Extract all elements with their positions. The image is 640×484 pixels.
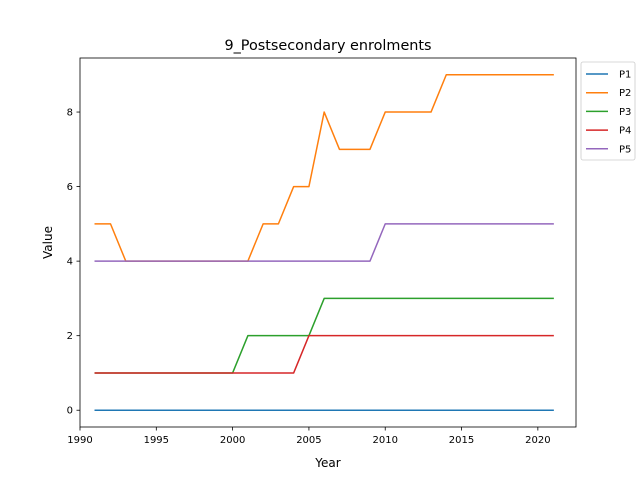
- series-line-p2: [94, 74, 554, 262]
- x-tick-label: 1990: [67, 435, 92, 446]
- x-axis: 1990 1995 2000 2005 2010 2015 2020: [67, 427, 551, 446]
- x-tick-label: 1995: [144, 435, 169, 446]
- x-tick-label: 2020: [525, 435, 550, 446]
- chart-title: 9_Postsecondary enrolments: [224, 38, 431, 54]
- y-tick-label: 2: [67, 331, 73, 342]
- legend-label-p3: P3: [619, 107, 631, 118]
- y-axis: 0 2 4 6 8: [67, 108, 80, 417]
- legend-label-p2: P2: [619, 88, 631, 99]
- x-tick-label: 2010: [373, 435, 398, 446]
- x-axis-label: Year: [314, 456, 340, 470]
- legend: P1 P2 P3 P4 P5: [580, 61, 636, 161]
- series-line-p5: [94, 223, 554, 262]
- axes-frame: [79, 57, 577, 428]
- legend-label-p5: P5: [619, 144, 631, 155]
- y-tick-label: 4: [67, 257, 73, 268]
- plot-area: [94, 74, 554, 411]
- x-tick-label: 2000: [220, 435, 245, 446]
- x-tick-label: 2015: [449, 435, 474, 446]
- x-tick-label: 2005: [296, 435, 321, 446]
- y-tick-label: 0: [67, 406, 73, 417]
- legend-label-p4: P4: [619, 126, 631, 137]
- series-line-p4: [94, 334, 554, 374]
- y-tick-label: 6: [67, 182, 73, 193]
- legend-label-p1: P1: [619, 70, 631, 81]
- y-axis-label: Value: [41, 226, 55, 259]
- y-tick-label: 8: [67, 108, 73, 119]
